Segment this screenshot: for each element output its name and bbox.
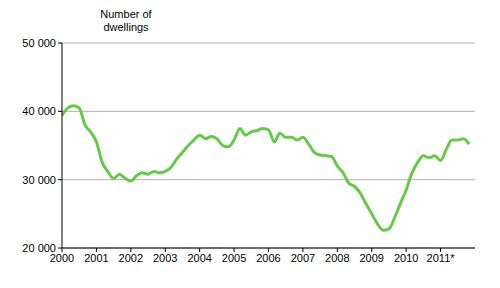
- svg-text:2003: 2003: [153, 252, 177, 264]
- html-text:Number of dwellings: Number of dwellings: [100, 8, 152, 33]
- svg-text:2010: 2010: [394, 252, 418, 264]
- svg-text:2005: 2005: [222, 252, 246, 264]
- svg-text:2008: 2008: [325, 252, 349, 264]
- svg-text:50 000: 50 000: [22, 37, 56, 49]
- svg-text:2006: 2006: [256, 252, 280, 264]
- svg-text:2001: 2001: [84, 252, 108, 264]
- svg-text:2011*: 2011*: [427, 252, 456, 264]
- svg-text:20 000: 20 000: [22, 242, 56, 254]
- svg-text:30 000: 30 000: [22, 174, 56, 186]
- svg-text:2000: 2000: [49, 251, 75, 264]
- svg-text:2009: 2009: [360, 252, 384, 264]
- svg-text:2002: 2002: [119, 252, 143, 264]
- svg-text:2004: 2004: [187, 252, 211, 264]
- svg-text:40 000: 40 000: [22, 105, 56, 117]
- svg-text:2007: 2007: [291, 252, 315, 264]
